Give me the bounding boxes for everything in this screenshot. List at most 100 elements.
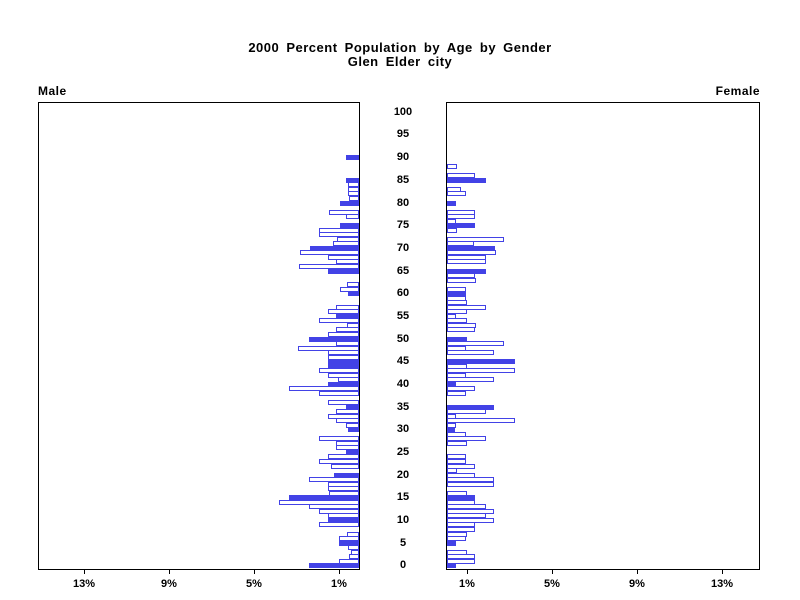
bar-female-age-67 — [447, 259, 486, 265]
pct-tick-female-1 — [467, 570, 468, 574]
bar-male-age-19 — [309, 477, 359, 483]
pct-tick-label-female-5: 5% — [544, 578, 560, 590]
bar-male-age-1 — [339, 558, 359, 564]
bar-male-age-23 — [319, 458, 359, 464]
bar-male-age-16 — [329, 490, 359, 496]
bar-male-age-13 — [309, 504, 359, 510]
bar-female-age-86 — [447, 173, 475, 179]
bar-female-age-61 — [447, 286, 466, 292]
bar-male-age-82 — [348, 191, 359, 197]
bar-male-age-55 — [336, 313, 359, 319]
age-tick-label-85: 85 — [396, 173, 410, 186]
bar-female-age-49 — [447, 341, 504, 347]
bar-male-age-32 — [336, 418, 359, 424]
age-tick-label-55: 55 — [396, 309, 410, 322]
bar-male-age-36 — [328, 400, 359, 406]
bar-female-age-47 — [447, 350, 494, 356]
bar-female-age-65 — [447, 268, 486, 274]
bar-female-age-82 — [447, 191, 466, 197]
bar-female-age-39 — [447, 386, 475, 392]
bar-female-age-13 — [447, 504, 486, 510]
bar-male-age-54 — [319, 318, 359, 324]
bar-female-age-1 — [447, 558, 475, 564]
bar-female-age-43 — [447, 368, 515, 374]
bar-female-age-71 — [447, 241, 474, 247]
bar-male-age-41 — [338, 377, 359, 383]
bar-female-age-59 — [447, 295, 466, 301]
pct-tick-label-female-9: 9% — [629, 578, 645, 590]
bar-female-age-22 — [447, 463, 475, 469]
bar-male-age-65 — [328, 268, 359, 274]
bar-female-age-60 — [447, 291, 466, 297]
bar-female-age-56 — [447, 309, 467, 315]
pct-tick-label-male-13: 13% — [72, 578, 96, 590]
bar-male-age-75 — [340, 223, 359, 229]
age-tick-label-75: 75 — [396, 219, 410, 232]
bar-female-age-77 — [447, 214, 475, 220]
age-tick-label-65: 65 — [396, 264, 410, 277]
chart-title: 2000 Percent Population by Age by Gender… — [0, 41, 800, 69]
bar-female-age-14 — [447, 499, 475, 505]
bar-male-age-35 — [346, 404, 359, 410]
bar-female-age-70 — [447, 245, 495, 251]
bar-male-age-2 — [349, 554, 359, 560]
chart-title-line2: Glen Elder city — [347, 54, 453, 69]
bar-female-age-6 — [447, 536, 466, 542]
bar-female-age-76 — [447, 218, 456, 224]
age-tick-label-10: 10 — [396, 513, 410, 526]
bar-male-age-25 — [346, 449, 359, 455]
bar-male-age-48 — [298, 345, 359, 351]
bar-female-age-29 — [447, 431, 466, 437]
bar-male-age-26 — [336, 445, 359, 451]
bar-female-age-83 — [447, 186, 461, 192]
bar-male-age-74 — [319, 227, 359, 233]
bar-male-age-67 — [336, 259, 359, 265]
bar-male-age-17 — [328, 486, 359, 492]
bar-female-age-9 — [447, 522, 475, 528]
bar-male-age-0 — [309, 563, 359, 569]
pct-tick-male-9 — [169, 570, 170, 574]
bar-male-age-80 — [340, 200, 359, 206]
bar-male-age-28 — [319, 436, 359, 442]
age-tick-label-30: 30 — [396, 423, 410, 436]
bar-male-age-34 — [336, 409, 359, 415]
pct-tick-male-13 — [84, 570, 85, 574]
bar-male-age-40 — [328, 381, 359, 387]
bar-male-age-20 — [334, 472, 359, 478]
bar-male-age-51 — [328, 332, 359, 337]
bar-male-age-81 — [349, 195, 359, 201]
male-pyramid-panel — [38, 102, 360, 570]
bar-male-age-22 — [331, 463, 359, 469]
bar-male-age-5 — [339, 540, 359, 546]
bar-female-age-24 — [447, 454, 466, 460]
female-panel-label: Female — [715, 84, 760, 98]
bar-female-age-21 — [447, 468, 457, 474]
pct-tick-label-female-13: 13% — [710, 578, 734, 590]
bar-male-age-84 — [348, 182, 359, 188]
bar-male-age-3 — [351, 549, 359, 555]
bar-male-age-53 — [347, 322, 359, 328]
bar-female-age-33 — [447, 413, 456, 419]
age-tick-label-100: 100 — [393, 105, 413, 118]
bar-female-age-41 — [447, 377, 494, 383]
age-tick-label-80: 80 — [396, 196, 410, 209]
bar-female-age-54 — [447, 318, 467, 324]
bar-male-age-43 — [319, 368, 359, 374]
bar-male-age-62 — [347, 282, 359, 288]
age-tick-label-25: 25 — [396, 445, 410, 458]
bar-female-age-42 — [447, 372, 466, 378]
bar-male-age-42 — [328, 372, 359, 378]
bar-female-age-10 — [447, 517, 494, 523]
chart-title-line1: 2000 Percent Population by Age by Gender — [248, 40, 552, 55]
age-axis-labels: 0 5 10 15 20 25 30 35 40 45 50 55 60 65 70 75 80 85 90 95 10… — [360, 102, 446, 572]
bar-male-age-11 — [328, 513, 359, 519]
bar-male-age-70 — [310, 245, 359, 251]
bar-female-age-68 — [447, 254, 486, 260]
bar-male-age-38 — [319, 390, 359, 396]
pct-tick-label-female-1: 1% — [459, 578, 475, 590]
bar-female-age-80 — [447, 200, 456, 206]
age-tick-label-5: 5 — [399, 536, 407, 549]
bar-male-age-72 — [337, 236, 359, 242]
pct-tick-label-male-9: 9% — [161, 578, 177, 590]
